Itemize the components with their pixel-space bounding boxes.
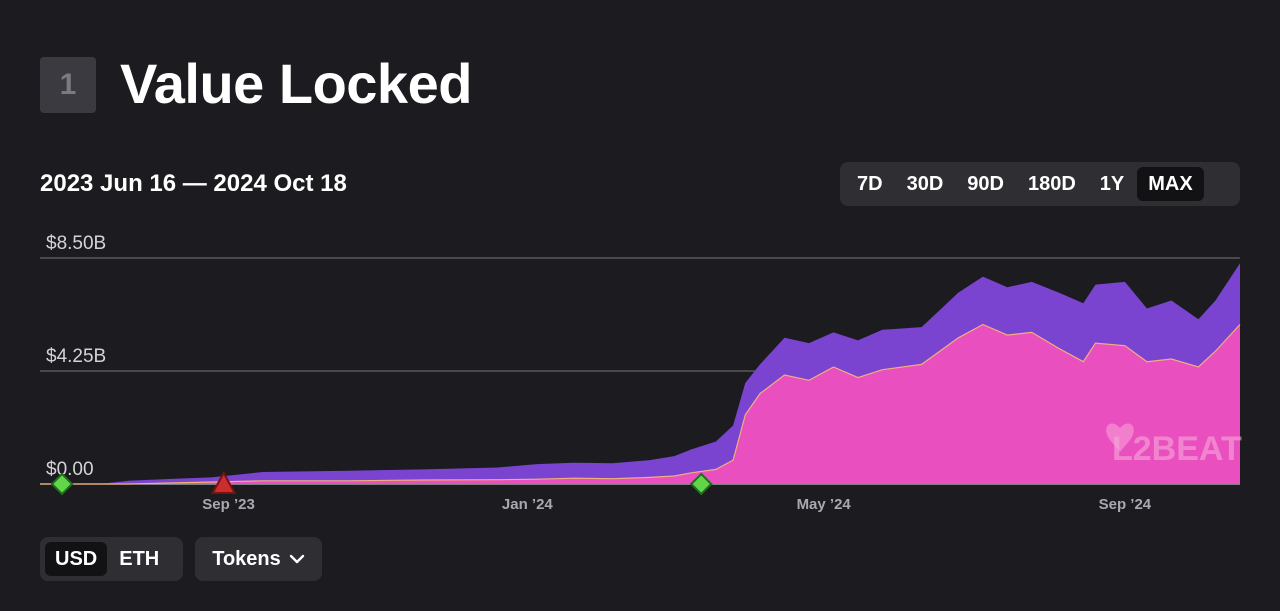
page-title: Value Locked <box>120 52 472 115</box>
series-area-lower <box>40 324 1240 484</box>
tokens-dropdown-button[interactable]: Tokens <box>195 537 322 581</box>
x-tick-label: Sep ’23 <box>202 496 255 513</box>
chart-areas <box>40 263 1241 485</box>
series-line-lower <box>40 323 1241 485</box>
value-locked-chart[interactable]: L2BEAT $8.50B $4.25B $0.00 Sep ’23 Jan ’24 M… <box>0 220 1280 520</box>
unit-eth-button[interactable]: ETH <box>109 542 169 576</box>
chevron-down-icon <box>289 554 304 564</box>
section-number: 1 <box>40 57 96 113</box>
range-30d-button[interactable]: 30D <box>896 167 955 201</box>
milestone-down-marker <box>210 470 237 494</box>
y-tick-label: $4.25B <box>46 346 106 367</box>
y-axis: $8.50B $4.25B $0.00 <box>46 233 106 480</box>
milestone-up-marker <box>689 472 713 496</box>
y-tick-label: $8.50B <box>46 233 106 254</box>
y-tick-label: $0.00 <box>46 459 94 480</box>
range-180d-button[interactable]: 180D <box>1017 167 1087 201</box>
range-7d-button[interactable]: 7D <box>846 167 894 201</box>
range-max-button[interactable]: MAX <box>1137 167 1204 201</box>
range-1y-button[interactable]: 1Y <box>1089 167 1135 201</box>
watermark-text: L2BEAT <box>1112 430 1242 468</box>
x-tick-label: Jan ’24 <box>502 496 554 513</box>
unit-usd-button[interactable]: USD <box>45 542 108 576</box>
time-range-selector: 7D 30D 90D 180D 1Y MAX <box>840 162 1240 206</box>
x-tick-label: May ’24 <box>797 496 852 513</box>
l2beat-logo: L2BEAT <box>1106 423 1242 468</box>
range-90d-button[interactable]: 90D <box>956 167 1015 201</box>
event-markers <box>50 470 713 496</box>
unit-selector: USD ETH <box>40 537 183 581</box>
x-axis: Sep ’23 Jan ’24 May ’24 Sep ’24 <box>202 496 1152 513</box>
date-range-label: 2023 Jun 16 — 2024 Oct 18 <box>40 170 347 197</box>
tokens-label: Tokens <box>212 547 281 570</box>
x-tick-label: Sep ’24 <box>1099 496 1152 513</box>
milestone-up-marker <box>50 472 74 496</box>
